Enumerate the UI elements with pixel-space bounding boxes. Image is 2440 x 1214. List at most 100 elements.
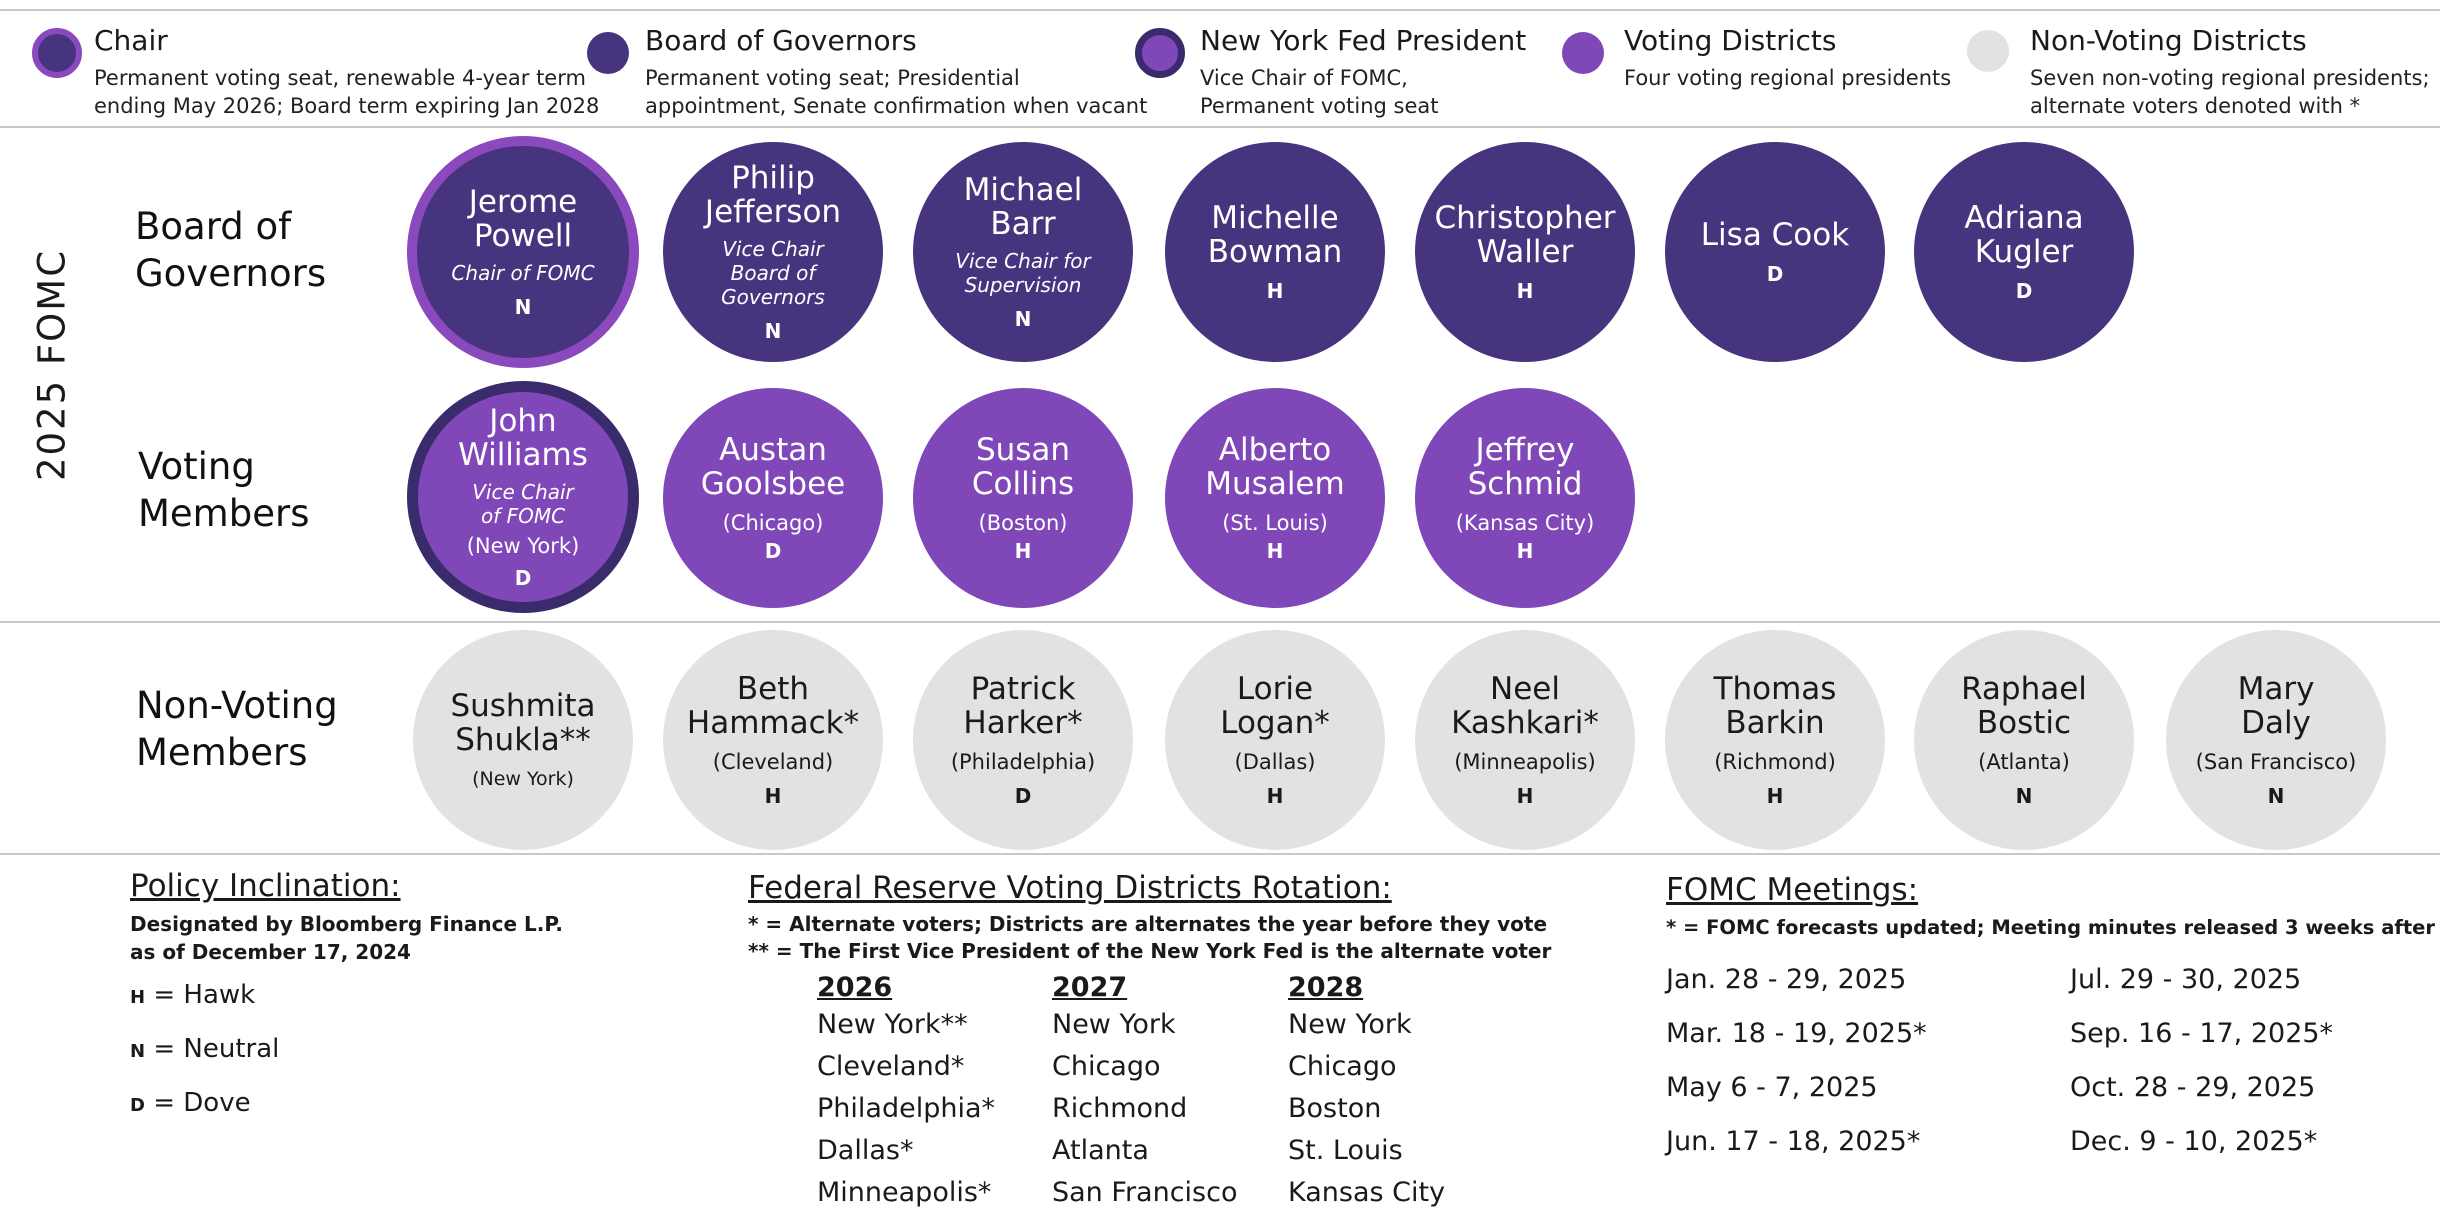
member-name: Patrick Harker* bbox=[963, 671, 1083, 741]
member-circle-nonvoting: Lorie Logan* (Dallas) H bbox=[1165, 630, 1385, 850]
year-label: 2025 FOMC bbox=[30, 248, 74, 482]
member-name: Sushmita Shukla** bbox=[450, 688, 596, 758]
rotation-district: New York bbox=[1052, 1009, 1176, 1040]
policy-note: Designated by Bloomberg Finance L.P. as … bbox=[130, 912, 563, 964]
member-name: Jerome Powell bbox=[468, 184, 578, 254]
member-district: (Dallas) bbox=[1234, 750, 1316, 774]
meeting-date: Jul. 29 - 30, 2025 bbox=[2070, 964, 2302, 995]
policy-lean: H bbox=[1266, 279, 1284, 303]
member-district: (New York) bbox=[466, 534, 580, 558]
legend-title: Chair bbox=[94, 24, 168, 57]
member-name: Beth Hammack* bbox=[686, 671, 860, 741]
policy-lean: N bbox=[2267, 784, 2285, 808]
policy-lean: H bbox=[1516, 784, 1534, 808]
policy-lean: H bbox=[1266, 784, 1284, 808]
meeting-date: Jan. 28 - 29, 2025 bbox=[1666, 964, 1907, 995]
rotation-list: New York Chicago Boston St. Louis Kansas… bbox=[1288, 1004, 1445, 1214]
top-divider bbox=[0, 9, 2440, 11]
member-name: Raphael Bostic bbox=[1961, 671, 2087, 741]
voting-divider bbox=[0, 621, 2440, 623]
rotation-district: Kansas City bbox=[1288, 1177, 1446, 1208]
key-hawk: H = Hawk bbox=[130, 980, 255, 1010]
member-circle-chair: Jerome Powell Chair of FOMC N bbox=[407, 136, 639, 368]
rotation-year: 2026 bbox=[817, 972, 893, 1003]
key-text: = Neutral bbox=[145, 1034, 280, 1064]
member-district: (Minneapolis) bbox=[1454, 750, 1596, 774]
key-neutral: N = Neutral bbox=[130, 1034, 279, 1064]
rotation-note-alternate: * = Alternate voters; Districts are alte… bbox=[748, 912, 1548, 936]
meetings-list-second-half: Jul. 29 - 30, 2025 Sep. 16 - 17, 2025* O… bbox=[2070, 953, 2333, 1169]
member-district: (Kansas City) bbox=[1455, 511, 1595, 535]
member-name: Adriana Kugler bbox=[1964, 200, 2084, 270]
member-role: Vice Chair for Supervision bbox=[955, 249, 1091, 297]
key-text: = Dove bbox=[144, 1088, 251, 1118]
member-name: Lorie Logan* bbox=[1220, 671, 1330, 741]
member-circle-governor: Philip Jefferson Vice Chair Board of Gov… bbox=[663, 142, 883, 362]
member-district: (New York) bbox=[472, 768, 574, 790]
member-role: Vice Chair Board of Governors bbox=[721, 237, 825, 309]
member-name: John Williams bbox=[458, 403, 588, 473]
member-circle-governor: Lisa Cook D bbox=[1665, 142, 1885, 362]
legend-title: Voting Districts bbox=[1624, 24, 1837, 57]
nonvoting-swatch bbox=[1967, 30, 2009, 72]
legend-description: Seven non-voting regional presidents; al… bbox=[2030, 66, 2430, 118]
member-name: Christopher Waller bbox=[1434, 200, 1616, 270]
key-letter: D bbox=[130, 1095, 145, 1116]
key-letter: H bbox=[130, 987, 146, 1008]
rotation-district: Atlanta bbox=[1052, 1135, 1149, 1166]
member-district: (Cleveland) bbox=[712, 750, 834, 774]
member-circle-nonvoting: Neel Kashkari* (Minneapolis) H bbox=[1415, 630, 1635, 850]
rotation-district: San Francisco bbox=[1052, 1177, 1238, 1208]
policy-lean: H bbox=[764, 784, 782, 808]
policy-lean: H bbox=[1766, 784, 1784, 808]
meeting-date: Dec. 9 - 10, 2025* bbox=[2070, 1126, 2318, 1157]
key-letter: N bbox=[130, 1041, 146, 1062]
member-name: Michael Barr bbox=[963, 172, 1083, 242]
rotation-district: Boston bbox=[1288, 1093, 1382, 1124]
member-district: (Chicago) bbox=[722, 511, 824, 535]
members-divider bbox=[0, 853, 2440, 855]
rotation-district: St. Louis bbox=[1288, 1135, 1403, 1166]
meetings-title: FOMC Meetings: bbox=[1666, 872, 1919, 908]
member-name: Mary Daly bbox=[2237, 671, 2315, 741]
policy-lean: N bbox=[1014, 307, 1032, 331]
policy-lean: N bbox=[514, 295, 532, 319]
policy-lean: H bbox=[1014, 539, 1032, 563]
meetings-list-first-half: Jan. 28 - 29, 2025 Mar. 18 - 19, 2025* M… bbox=[1666, 953, 1927, 1169]
member-circle-nonvoting: Patrick Harker* (Philadelphia) D bbox=[913, 630, 1133, 850]
legend-title: Board of Governors bbox=[645, 24, 917, 57]
rotation-district: New York** bbox=[817, 1009, 968, 1040]
member-circle-governor: Michael Barr Vice Chair for Supervision … bbox=[913, 142, 1133, 362]
member-circle-nonvoting: Thomas Barkin (Richmond) H bbox=[1665, 630, 1885, 850]
policy-lean: H bbox=[1516, 539, 1534, 563]
rotation-district: Philadelphia* bbox=[817, 1093, 995, 1124]
member-district: (Atlanta) bbox=[1978, 750, 2070, 774]
chair-swatch bbox=[32, 28, 82, 78]
policy-lean: N bbox=[764, 319, 782, 343]
member-name: Philip Jefferson bbox=[704, 160, 842, 230]
rotation-year: 2028 bbox=[1288, 972, 1364, 1003]
key-text: = Hawk bbox=[145, 980, 256, 1010]
member-name: Neel Kashkari* bbox=[1451, 671, 1599, 741]
member-name: Lisa Cook bbox=[1700, 217, 1850, 253]
rotation-district: Chicago bbox=[1052, 1051, 1161, 1082]
row-label-voting: Voting Members bbox=[138, 445, 310, 535]
rotation-district: Chicago bbox=[1288, 1051, 1397, 1082]
voting-swatch bbox=[1562, 32, 1604, 74]
policy-lean: D bbox=[514, 566, 532, 590]
rotation-district: Minneapolis* bbox=[817, 1177, 992, 1208]
legend-description: Vice Chair of FOMC, Permanent voting sea… bbox=[1200, 66, 1439, 118]
legend-description: Permanent voting seat; Presidential appo… bbox=[645, 66, 1148, 118]
rotation-title: Federal Reserve Voting Districts Rotatio… bbox=[748, 870, 1392, 906]
member-district: (Boston) bbox=[978, 511, 1068, 535]
member-name: Jeffrey Schmid bbox=[1467, 432, 1583, 502]
policy-lean: H bbox=[1266, 539, 1284, 563]
legend-divider bbox=[0, 126, 2440, 128]
meeting-date: Jun. 17 - 18, 2025* bbox=[1666, 1126, 1921, 1157]
meeting-date: Mar. 18 - 19, 2025* bbox=[1666, 1018, 1927, 1049]
legend-title: Non-Voting Districts bbox=[2030, 24, 2307, 57]
member-name: Thomas Barkin bbox=[1713, 671, 1837, 741]
member-district: (St. Louis) bbox=[1222, 511, 1328, 535]
nyfed-swatch bbox=[1135, 28, 1185, 78]
member-circle-nyfed: John Williams Vice Chair of FOMC (New Yo… bbox=[407, 381, 639, 613]
